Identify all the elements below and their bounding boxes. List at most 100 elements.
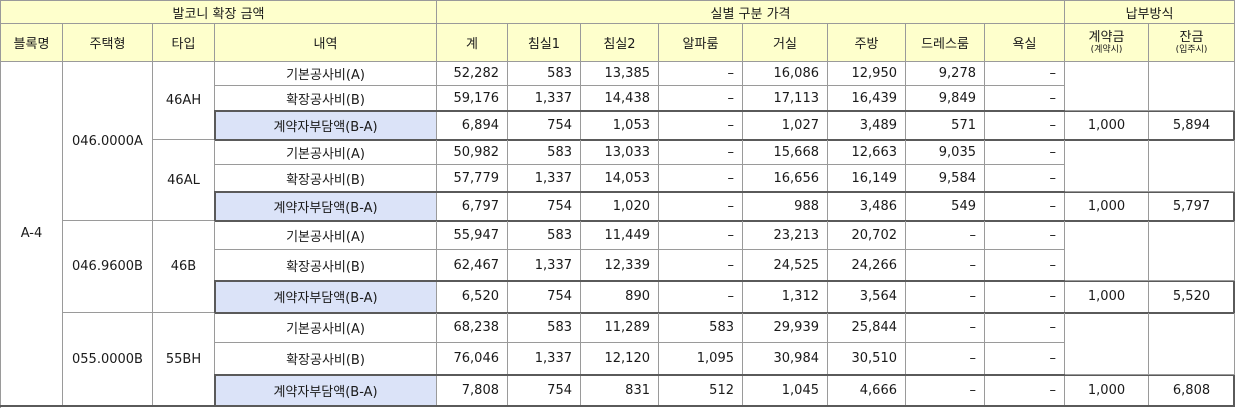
table-bottom-border	[0, 405, 1235, 407]
price-cell-alpha-room: –	[659, 192, 743, 221]
price-cell-bedroom2: 1,020	[581, 192, 659, 221]
contract-payment-cell: 1,000	[1065, 192, 1149, 221]
price-cell-dressroom: –	[906, 281, 985, 313]
price-cell-alpha-room: –	[659, 140, 743, 165]
price-cell-living-room: 17,113	[743, 86, 828, 111]
cost-item-label: 확장공사비(B)	[215, 343, 437, 375]
price-cell-kitchen: 3,486	[828, 192, 906, 221]
price-cell-total: 76,046	[437, 343, 508, 375]
block-name-cell: A-4	[1, 62, 63, 406]
contract-payment-empty	[1065, 140, 1149, 192]
price-cell-alpha-room: 512	[659, 375, 743, 406]
price-cell-dressroom: –	[906, 250, 985, 281]
cost-item-label: 기본공사비(A)	[215, 313, 437, 343]
price-cell-alpha-room: 1,095	[659, 343, 743, 375]
price-cell-total: 55,947	[437, 221, 508, 250]
price-cell-total: 52,282	[437, 62, 508, 86]
price-cell-living-room: 16,086	[743, 62, 828, 86]
price-cell-dressroom: 549	[906, 192, 985, 221]
contract-payment-empty	[1065, 313, 1149, 375]
column-header-balance-label: 잔금	[1179, 29, 1204, 45]
price-cell-alpha-room: 583	[659, 313, 743, 343]
contractor-burden-label: 계약자부담액(B-A)	[215, 281, 437, 313]
unit-type-cell: 46B	[153, 221, 215, 313]
column-header-contract-label: 계약금	[1088, 29, 1125, 45]
price-cell-bedroom2: 12,120	[581, 343, 659, 375]
column-header-alpha-room: 알파룸	[659, 24, 743, 62]
header-group-balcony-expansion: 발코니 확장 금액	[1, 1, 437, 24]
contractor-burden-label: 계약자부담액(B-A)	[215, 192, 437, 221]
price-cell-bathroom: –	[985, 86, 1065, 111]
price-cell-alpha-room: –	[659, 62, 743, 86]
contractor-burden-label: 계약자부담액(B-A)	[215, 111, 437, 140]
column-header-unit-type: 타입	[153, 24, 215, 62]
price-cell-bedroom2: 11,289	[581, 313, 659, 343]
price-cell-living-room: 29,939	[743, 313, 828, 343]
column-header-bedroom1: 침실1	[508, 24, 581, 62]
price-cell-total: 6,520	[437, 281, 508, 313]
price-cell-total: 68,238	[437, 313, 508, 343]
housing-type-cell: 055.0000B	[63, 313, 153, 406]
price-cell-bedroom2: 890	[581, 281, 659, 313]
balance-payment-cell: 5,520	[1149, 281, 1235, 313]
price-cell-living-room: 1,045	[743, 375, 828, 406]
price-cell-bedroom2: 1,053	[581, 111, 659, 140]
table-top-border	[0, 0, 1235, 1]
price-cell-bedroom1: 583	[508, 140, 581, 165]
contract-payment-empty	[1065, 62, 1149, 111]
price-cell-bathroom: –	[985, 140, 1065, 165]
price-cell-dressroom: 9,278	[906, 62, 985, 86]
price-cell-living-room: 30,984	[743, 343, 828, 375]
price-cell-bedroom2: 13,033	[581, 140, 659, 165]
price-cell-kitchen: 16,439	[828, 86, 906, 111]
housing-type-cell: 046.0000A	[63, 62, 153, 221]
price-cell-bedroom2: 14,053	[581, 165, 659, 192]
price-cell-living-room: 1,027	[743, 111, 828, 140]
column-header-kitchen: 주방	[828, 24, 906, 62]
price-cell-bedroom2: 831	[581, 375, 659, 406]
price-cell-bathroom: –	[985, 313, 1065, 343]
column-header-housing-type: 주택형	[63, 24, 153, 62]
price-cell-bedroom1: 583	[508, 313, 581, 343]
contract-payment-cell: 1,000	[1065, 281, 1149, 313]
price-cell-bathroom: –	[985, 165, 1065, 192]
contractor-burden-label: 계약자부담액(B-A)	[215, 375, 437, 406]
balance-payment-empty	[1149, 140, 1235, 192]
price-cell-alpha-room: –	[659, 281, 743, 313]
contract-payment-cell: 1,000	[1065, 111, 1149, 140]
price-cell-alpha-room: –	[659, 165, 743, 192]
price-cell-alpha-room: –	[659, 111, 743, 140]
price-cell-bathroom: –	[985, 221, 1065, 250]
housing-type-cell: 046.9600B	[63, 221, 153, 313]
price-cell-living-room: 24,525	[743, 250, 828, 281]
price-cell-bedroom2: 11,449	[581, 221, 659, 250]
column-header-block: 블록명	[1, 24, 63, 62]
price-cell-bedroom1: 1,337	[508, 250, 581, 281]
price-cell-bathroom: –	[985, 375, 1065, 406]
price-cell-kitchen: 3,489	[828, 111, 906, 140]
column-header-balance: 잔금 (입주시)	[1149, 24, 1235, 62]
price-cell-total: 59,176	[437, 86, 508, 111]
unit-type-cell: 46AH	[153, 62, 215, 140]
price-cell-bathroom: –	[985, 281, 1065, 313]
balance-payment-cell: 5,894	[1149, 111, 1235, 140]
price-cell-bedroom1: 1,337	[508, 343, 581, 375]
price-cell-kitchen: 3,564	[828, 281, 906, 313]
price-cell-dressroom: 9,584	[906, 165, 985, 192]
cost-item-label: 기본공사비(A)	[215, 62, 437, 86]
price-cell-bedroom1: 754	[508, 281, 581, 313]
balance-payment-empty	[1149, 313, 1235, 375]
header-group-room-price: 실별 구분 가격	[437, 1, 1065, 24]
price-cell-kitchen: 25,844	[828, 313, 906, 343]
price-cell-bedroom2: 14,438	[581, 86, 659, 111]
price-cell-dressroom: 9,849	[906, 86, 985, 111]
column-header-contract-note: (계약시)	[1090, 44, 1123, 55]
contract-payment-empty	[1065, 221, 1149, 281]
price-cell-total: 57,779	[437, 165, 508, 192]
price-cell-kitchen: 30,510	[828, 343, 906, 375]
price-cell-dressroom: –	[906, 313, 985, 343]
cost-item-label: 기본공사비(A)	[215, 140, 437, 165]
price-cell-living-room: 15,668	[743, 140, 828, 165]
price-cell-total: 7,808	[437, 375, 508, 406]
